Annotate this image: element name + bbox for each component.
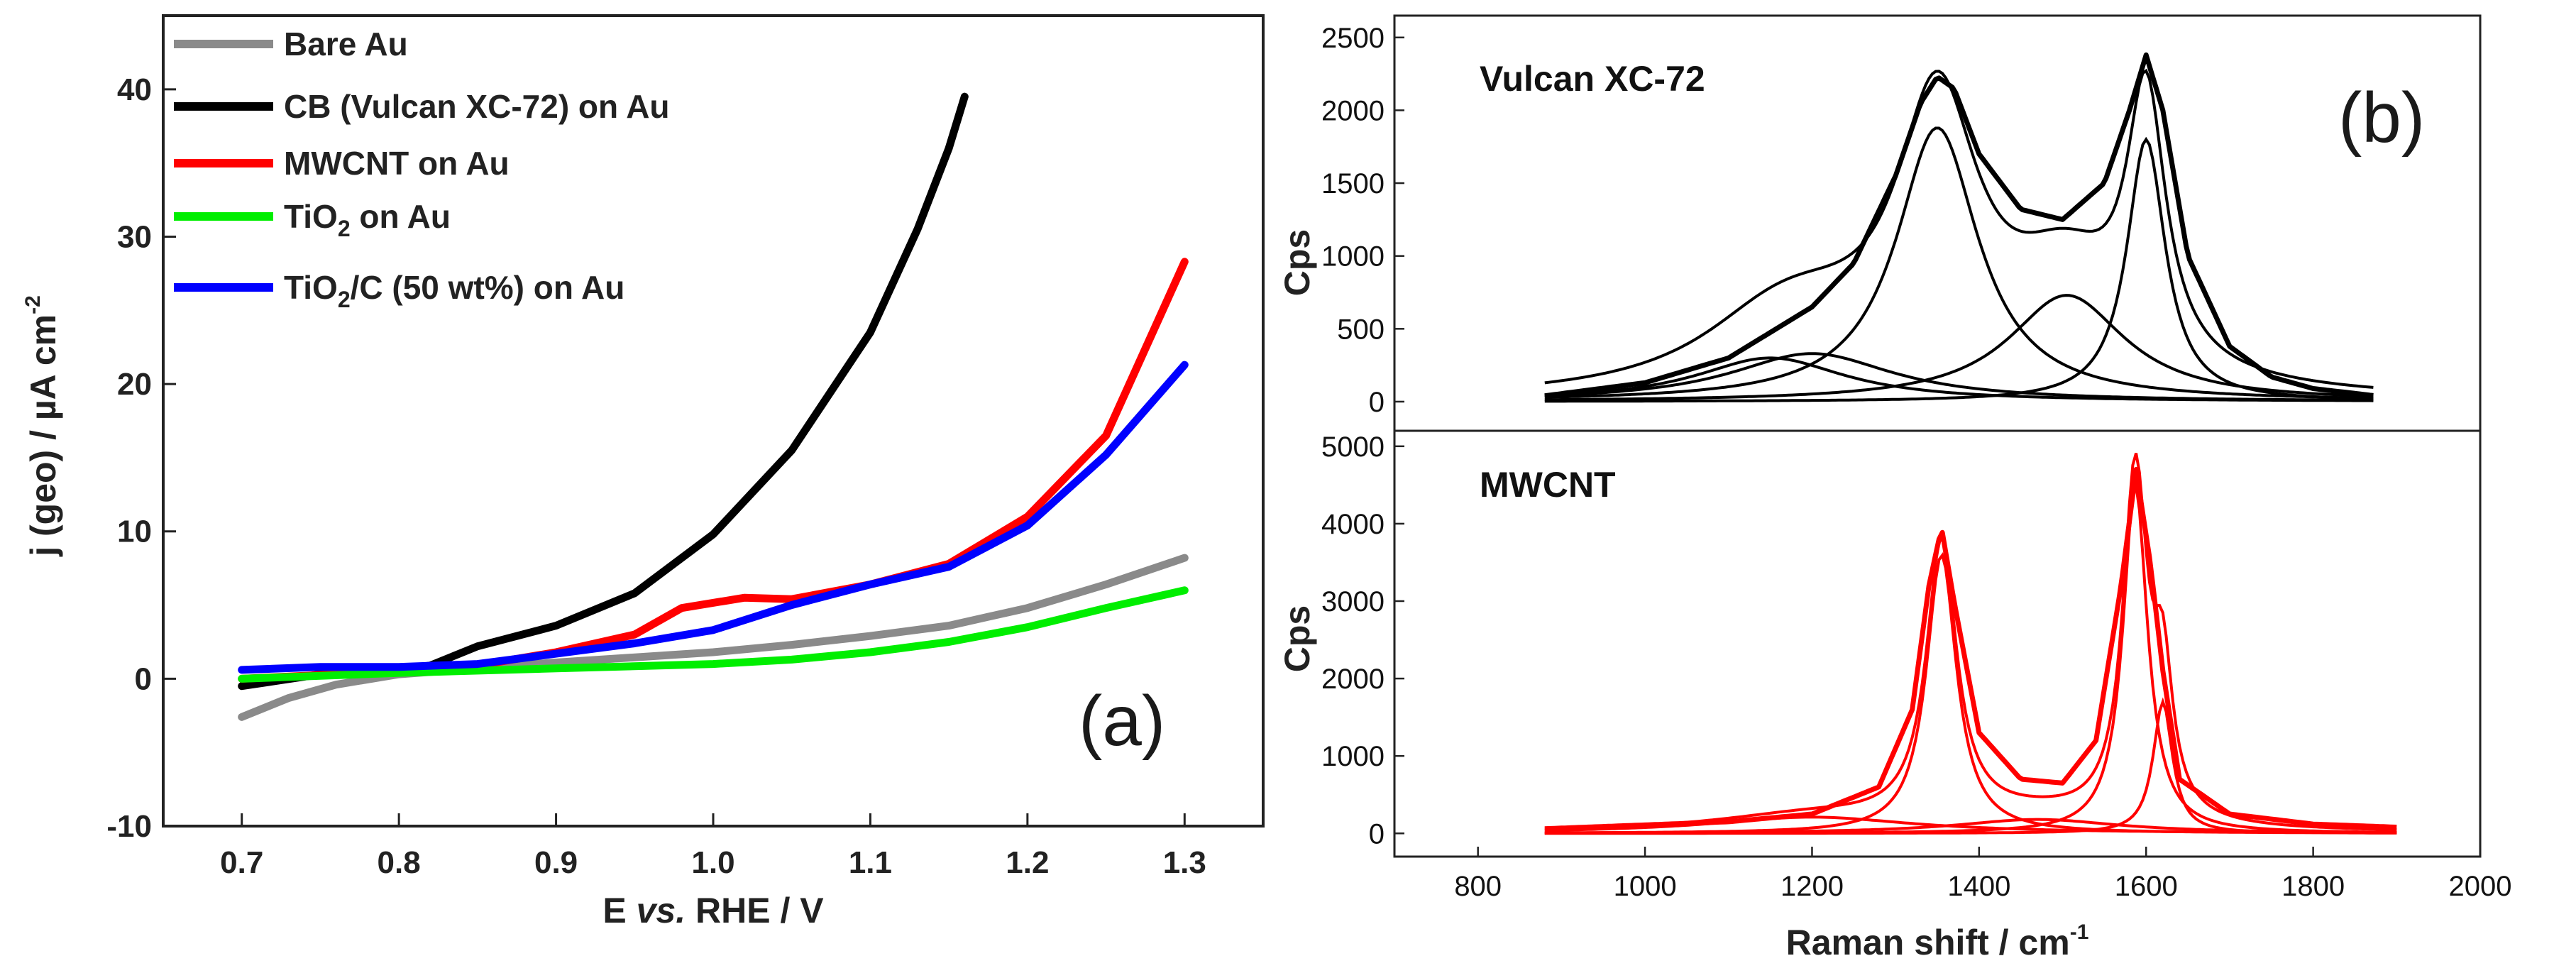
legend-tio2-text-b: on Au — [351, 198, 451, 235]
panel-b-top-spectrum — [1544, 52, 2374, 403]
panel-a-y-tick-label: -10 — [106, 809, 152, 844]
legend-tio2-sub: 2 — [338, 216, 351, 241]
panel-a-x-tick-label: 1.2 — [1006, 845, 1049, 880]
panel-a-letter: (a) — [1079, 681, 1165, 761]
legend-label-tio2: TiO2 on Au — [284, 198, 451, 241]
panel-a-x-tick-label: 0.9 — [534, 845, 578, 880]
panel-b-peak-component-3 — [1544, 294, 2374, 402]
panel-b-x-axis-title: Raman shift / cm-1 — [1786, 920, 2089, 962]
panel-b-y-tick-label: 4000 — [1321, 509, 1385, 540]
legend-item-tio2-c: TiO2/C (50 wt%) on Au — [174, 269, 624, 312]
panel-a-y-tick-label: 0 — [135, 661, 152, 696]
panel-a-x-tick-label: 0.7 — [220, 845, 263, 880]
panel-a-xlabel-part2: vs. — [637, 891, 686, 930]
panel-b-y-tick-label: 3000 — [1321, 586, 1385, 617]
panel-b-y-tick-label: 2500 — [1321, 23, 1385, 54]
legend-tio2-c-text-a: TiO — [284, 269, 338, 306]
legend-item-mwcnt: MWCNT on Au — [174, 145, 510, 182]
panel-b-letter: (b) — [2338, 78, 2425, 158]
panel-a-ylabel-sup: -2 — [21, 295, 45, 314]
panel-a-x-tick-label: 1.1 — [849, 845, 892, 880]
panel-a-x-tick-label: 1.0 — [691, 845, 734, 880]
panel-a-plot-area: 0.7 0.8 0.9 1.0 1.1 1.2 1.3 -10 0 10 20 30 40 — [106, 14, 1265, 880]
legend-label-cb-vulcan: CB (Vulcan XC-72) on Au — [284, 88, 670, 125]
panel-b-fit-envelope — [1544, 68, 2374, 389]
panel-b-top-y-axis-title: Cps — [1277, 229, 1317, 296]
panel-a-series-lines — [238, 92, 1189, 721]
panel-b-bottom-y-axis-title: Cps — [1277, 605, 1317, 672]
legend-mwcnt-text: MWCNT on Au — [284, 145, 510, 182]
legend-label-mwcnt: MWCNT on Au — [284, 145, 510, 182]
panel-a-legend: Bare Au CB (Vulcan XC-72) on Au MWCNT on… — [174, 26, 670, 312]
series-line-tio2-on-au — [238, 586, 1189, 683]
panel-a-y-tick-label: 20 — [117, 367, 152, 402]
panel-b-x-ticks: 800 1000 1200 1400 1600 1800 2000 — [1454, 847, 2511, 902]
panel-b-y-tick-label: 0 — [1369, 387, 1385, 418]
legend-tio2-c-sub: 2 — [338, 287, 351, 312]
panel-b-x-tick-label: 1000 — [1614, 871, 1677, 902]
panel-b-xlabel-sup: -1 — [2070, 920, 2089, 944]
panel-b-x-tick-label: 1200 — [1780, 871, 1844, 902]
series-line-tio2-c-50-wt-on-au — [238, 361, 1189, 674]
series-line-bare-au — [238, 554, 1189, 721]
panel-b-y-tick-label: 1000 — [1321, 241, 1385, 273]
panel-a-x-tick-label: 1.3 — [1163, 845, 1206, 880]
panel-b-top-plot: 0 500 1000 1500 2000 2500 — [1321, 23, 2374, 418]
panel-b-x-tick-label: 1800 — [2281, 871, 2345, 902]
panel-a-x-ticks: 0.7 0.8 0.9 1.0 1.1 1.2 1.3 — [220, 813, 1206, 880]
panel-b-bottom-plot: 0 1000 2000 3000 4000 5000 800 1000 1200 1400 160… — [1321, 431, 2511, 902]
panel-a-xlabel-part3: RHE / V — [686, 891, 824, 930]
panel-a: 0.7 0.8 0.9 1.0 1.1 1.2 1.3 -10 0 10 20 30 40 E vs.… — [21, 14, 1265, 930]
panel-a-xlabel-part1: E — [602, 891, 636, 930]
panel-b-measured-spectrum — [1544, 52, 2374, 399]
panel-a-y-tick-label: 10 — [117, 515, 152, 549]
panel-b-top-y-ticks: 0 500 1000 1500 2000 2500 — [1321, 23, 1404, 418]
panel-b-peak-component-1 — [1544, 126, 2374, 400]
panel-b-bottom-spectrum — [1544, 453, 2397, 835]
panel-b-xlabel-main: Raman shift / cm — [1786, 923, 2070, 962]
panel-b-y-tick-label: 0 — [1369, 818, 1385, 850]
panel-b-measured-spectrum — [1544, 467, 2397, 832]
panel-a-x-tick-label: 0.8 — [378, 845, 421, 880]
panel-a-y-axis-title: j (geo) / µA cm-2 — [21, 295, 63, 557]
panel-b-bottom-y-ticks: 0 1000 2000 3000 4000 5000 — [1321, 431, 1404, 850]
panel-b-y-tick-label: 2000 — [1321, 95, 1385, 126]
legend-item-tio2: TiO2 on Au — [174, 198, 451, 241]
panel-a-ylabel-main: j (geo) / µA cm — [23, 314, 63, 557]
legend-tio2-text-a: TiO — [284, 198, 338, 235]
legend-label-bare-au: Bare Au — [284, 26, 408, 62]
panel-b-bottom-title: MWCNT — [1480, 465, 1616, 505]
panel-b-x-tick-label: 2000 — [2449, 871, 2512, 902]
legend-bare-au-text: Bare Au — [284, 26, 408, 62]
panel-b-y-tick-label: 1000 — [1321, 741, 1385, 772]
panel-b-x-tick-label: 800 — [1454, 871, 1502, 902]
panel-b-x-tick-label: 1400 — [1947, 871, 2010, 902]
legend-item-cb-vulcan: CB (Vulcan XC-72) on Au — [174, 88, 670, 125]
legend-cb-vulcan-text: CB (Vulcan XC-72) on Au — [284, 88, 670, 125]
legend-item-bare-au: Bare Au — [174, 26, 408, 62]
panel-b-y-tick-label: 1500 — [1321, 168, 1385, 199]
panel-a-y-tick-label: 40 — [117, 72, 152, 107]
panel-a-y-tick-label: 30 — [117, 219, 152, 254]
legend-label-tio2-c: TiO2/C (50 wt%) on Au — [284, 269, 624, 312]
panel-b-y-tick-label: 500 — [1337, 314, 1385, 345]
panel-b-y-tick-label: 5000 — [1321, 431, 1385, 463]
panel-a-x-axis-title: E vs. RHE / V — [602, 891, 824, 930]
panel-a-y-ticks: -10 0 10 20 30 40 — [106, 72, 176, 844]
panel-b-y-tick-label: 2000 — [1321, 664, 1385, 695]
panel-b-x-tick-label: 1600 — [2115, 871, 2178, 902]
panel-b-peak-component-5 — [1544, 356, 2374, 402]
panel-b-top-title: Vulcan XC-72 — [1480, 59, 1705, 99]
legend-tio2-c-text-b: /C (50 wt%) on Au — [351, 269, 625, 306]
panel-b-bottom-frame — [1393, 429, 2482, 858]
panel-b: 0 500 1000 1500 2000 2500 0 1000 2000 3000 4000 50… — [1277, 14, 2511, 962]
